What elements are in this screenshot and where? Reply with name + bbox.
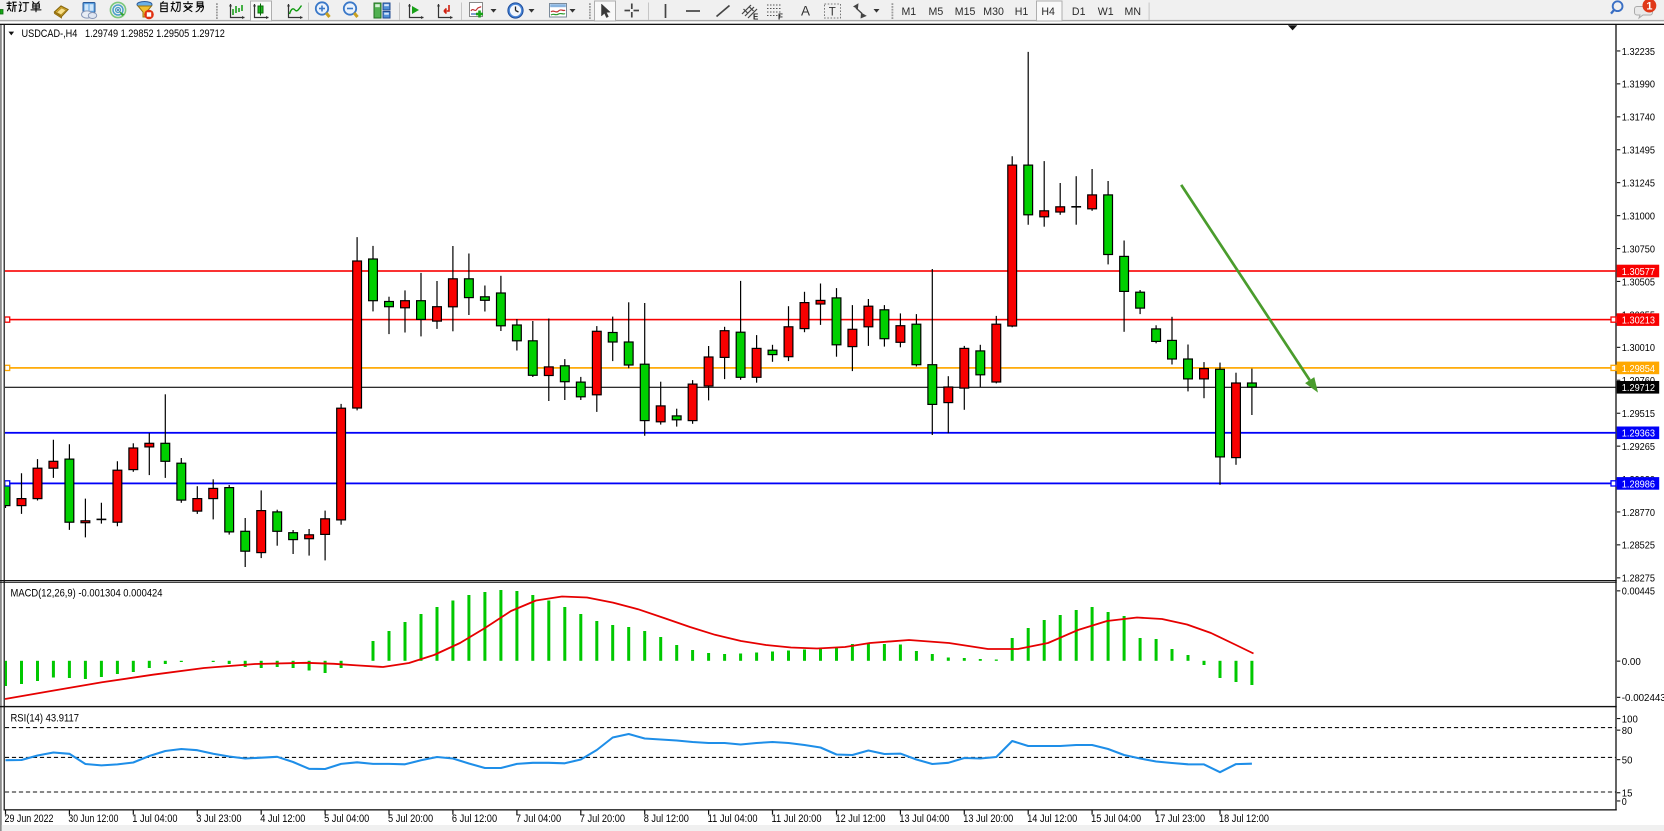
svg-text:29 Jun 2022: 29 Jun 2022	[5, 813, 54, 825]
svg-text:M30: M30	[983, 6, 1004, 18]
svg-text:4 Jul 12:00: 4 Jul 12:00	[260, 813, 305, 825]
svg-text:13 Jul 20:00: 13 Jul 20:00	[963, 813, 1013, 825]
svg-text:6 Jul 12:00: 6 Jul 12:00	[452, 813, 497, 825]
svg-text:50: 50	[1622, 756, 1633, 767]
svg-text:1.31740: 1.31740	[1622, 113, 1655, 124]
svg-text:100: 100	[1622, 714, 1638, 725]
svg-text:5 Jul 20:00: 5 Jul 20:00	[388, 813, 433, 825]
svg-text:1.30577: 1.30577	[1622, 267, 1655, 278]
svg-text:18 Jul 12:00: 18 Jul 12:00	[1219, 813, 1269, 825]
svg-text:0.00445: 0.00445	[1622, 587, 1655, 598]
svg-text:1.31495: 1.31495	[1622, 146, 1655, 157]
svg-text:17 Jul 23:00: 17 Jul 23:00	[1155, 813, 1205, 825]
svg-text:T: T	[829, 7, 836, 19]
svg-text:0: 0	[1622, 797, 1627, 808]
svg-text:15: 15	[1622, 789, 1633, 800]
svg-text:12 Jul 12:00: 12 Jul 12:00	[836, 813, 886, 825]
svg-text:3 Jul 23:00: 3 Jul 23:00	[196, 813, 241, 825]
svg-text:7 Jul 20:00: 7 Jul 20:00	[580, 813, 625, 825]
svg-text:14 Jul 12:00: 14 Jul 12:00	[1027, 813, 1077, 825]
svg-text:1.28986: 1.28986	[1622, 479, 1655, 490]
svg-text:1.28275: 1.28275	[1622, 574, 1655, 585]
svg-text:1.30750: 1.30750	[1622, 244, 1655, 255]
svg-text:1.28770: 1.28770	[1622, 508, 1655, 519]
svg-text:W1: W1	[1098, 6, 1114, 18]
svg-text:1.29515: 1.29515	[1622, 409, 1655, 420]
svg-text:-0.002443: -0.002443	[1622, 693, 1664, 704]
svg-text:1.29363: 1.29363	[1622, 429, 1655, 440]
svg-text:5 Jul 04:00: 5 Jul 04:00	[324, 813, 369, 825]
svg-text:1.31000: 1.31000	[1622, 212, 1655, 223]
svg-text:A: A	[801, 4, 810, 19]
svg-text:30 Jun 12:00: 30 Jun 12:00	[68, 813, 118, 825]
svg-text:1.29712: 1.29712	[1622, 383, 1655, 394]
svg-text:F: F	[778, 13, 783, 22]
svg-text:80: 80	[1622, 726, 1633, 737]
svg-text:13 Jul 04:00: 13 Jul 04:00	[899, 813, 949, 825]
svg-text:15 Jul 04:00: 15 Jul 04:00	[1091, 813, 1141, 825]
svg-text:8 Jul 12:00: 8 Jul 12:00	[644, 813, 689, 825]
svg-text:E: E	[753, 13, 759, 22]
svg-text:7 Jul 04:00: 7 Jul 04:00	[516, 813, 561, 825]
svg-text:H1: H1	[1015, 6, 1029, 18]
svg-text:MACD(12,26,9) -0.001304 0.0004: MACD(12,26,9) -0.001304 0.000424	[11, 587, 163, 599]
svg-text:D1: D1	[1072, 6, 1086, 18]
svg-text:M5: M5	[929, 6, 944, 18]
svg-text:1.29854: 1.29854	[1622, 364, 1655, 375]
svg-text:RSI(14) 43.9117: RSI(14) 43.9117	[11, 712, 80, 724]
svg-text:1.30010: 1.30010	[1622, 343, 1655, 354]
svg-text:1.31990: 1.31990	[1622, 80, 1655, 91]
svg-text:1.29265: 1.29265	[1622, 442, 1655, 453]
svg-text:M1: M1	[901, 6, 916, 18]
svg-text:1.32235: 1.32235	[1622, 47, 1655, 58]
svg-text:1.30505: 1.30505	[1622, 277, 1655, 288]
svg-text:USDCAD-,H4 1.29749 1.29852 1: USDCAD-,H4 1.29749 1.29852 1.29505 1.297…	[22, 28, 225, 40]
svg-text:MN: MN	[1125, 6, 1141, 18]
svg-text:1.30213: 1.30213	[1622, 316, 1655, 327]
svg-text:1 Jul 04:00: 1 Jul 04:00	[132, 813, 177, 825]
svg-text:H4: H4	[1041, 6, 1055, 18]
svg-text:M15: M15	[955, 6, 976, 18]
svg-text:11 Jul 04:00: 11 Jul 04:00	[708, 813, 758, 825]
svg-text:1.31245: 1.31245	[1622, 179, 1655, 190]
svg-text:11 Jul 20:00: 11 Jul 20:00	[772, 813, 822, 825]
svg-text:0.00: 0.00	[1622, 657, 1641, 668]
svg-text:1.28525: 1.28525	[1622, 541, 1655, 552]
svg-text:1: 1	[1646, 1, 1652, 13]
